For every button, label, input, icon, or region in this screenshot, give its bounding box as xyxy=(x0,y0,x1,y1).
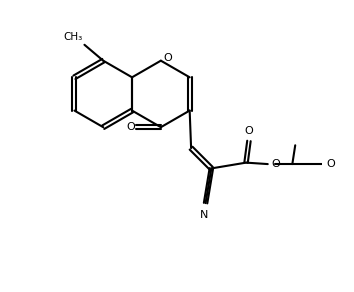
Text: CH₃: CH₃ xyxy=(63,32,82,42)
Text: O: O xyxy=(127,122,136,132)
Text: O: O xyxy=(164,53,172,63)
Text: O: O xyxy=(326,159,335,169)
Text: O: O xyxy=(245,126,253,136)
Text: O: O xyxy=(271,159,280,169)
Text: N: N xyxy=(200,210,208,220)
